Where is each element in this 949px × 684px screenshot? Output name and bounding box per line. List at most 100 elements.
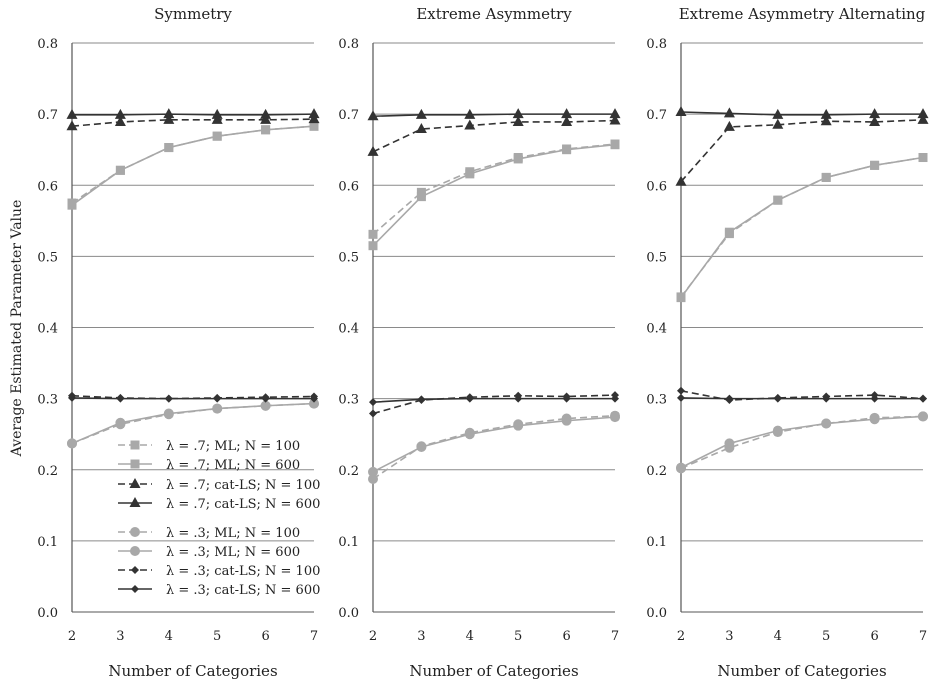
data-point	[260, 400, 271, 411]
series-4	[367, 108, 621, 121]
series-6	[368, 412, 620, 477]
data-point	[513, 153, 523, 163]
y-tick-label: 0.8	[338, 37, 359, 52]
y-tick-label: 0.6	[338, 179, 359, 194]
data-point	[725, 396, 734, 405]
data-point	[611, 391, 619, 400]
series-7	[677, 386, 927, 405]
series-7	[369, 391, 619, 418]
series-line	[372, 143, 616, 235]
series-line	[680, 397, 923, 400]
data-point	[772, 118, 784, 129]
data-point	[164, 394, 173, 403]
data-point	[368, 229, 378, 239]
data-point	[68, 391, 76, 400]
legend-label: λ = .7; ML; N = 100	[166, 439, 300, 454]
data-point	[310, 392, 318, 401]
x-tick-label: 5	[822, 629, 830, 644]
y-tick-label: 0.6	[37, 179, 58, 194]
y-tick-label: 0.1	[37, 535, 58, 550]
series-3	[675, 113, 929, 186]
data-point	[821, 418, 832, 429]
data-point	[261, 125, 271, 135]
y-tick-label: 0.4	[646, 322, 667, 337]
panel-title: Symmetry	[154, 5, 232, 23]
legend-entry-1: λ = .7; ML; N = 100	[118, 439, 300, 454]
data-point	[610, 139, 620, 149]
data-point	[464, 119, 476, 130]
y-tick-label: 0.5	[646, 250, 667, 265]
x-tick-label: 4	[165, 629, 173, 644]
series-line	[71, 125, 315, 206]
legend-label: λ = .7; ML; N = 600	[166, 458, 300, 473]
series-1	[368, 139, 620, 239]
data-point	[562, 392, 571, 401]
y-tick-label: 0.8	[646, 37, 667, 52]
data-point	[675, 105, 687, 116]
legend-entry-6: λ = .3; ML; N = 600	[118, 545, 300, 560]
data-point	[918, 411, 928, 422]
panel-title: Extreme Asymmetry Alternating	[679, 5, 926, 23]
data-point	[917, 113, 929, 124]
data-point	[561, 115, 573, 126]
legend-entry-2: λ = .7; ML; N = 600	[118, 458, 300, 473]
data-point	[116, 393, 125, 402]
legend-label: λ = .3; ML; N = 100	[166, 526, 300, 541]
data-point	[677, 393, 685, 402]
series-line	[372, 113, 615, 118]
series-line	[71, 402, 315, 445]
y-tick-label: 0.2	[338, 464, 359, 479]
data-point	[369, 398, 377, 407]
chart-panel-2: 0.0 0.1 0.2 0.3 0.4 0.5 0.6 0.7 0.8 2 3 4 5 6 7 Extreme…	[338, 5, 621, 680]
chart-panel-1: 0.0 0.1 0.2 0.3 0.4 0.5 0.6 0.7 0.8 2 3 4 5 6 7 Symmetr…	[37, 5, 320, 680]
data-point	[821, 172, 831, 182]
series-2	[676, 153, 928, 303]
y-tick-label: 0.0	[37, 606, 58, 621]
y-tick-label: 0.5	[37, 250, 58, 265]
legend-entry-5: λ = .3; ML; N = 100	[118, 526, 300, 541]
series-5	[368, 410, 620, 484]
data-point	[308, 113, 320, 124]
x-tick-label: 7	[611, 629, 619, 644]
data-point	[465, 167, 475, 177]
data-point	[820, 108, 832, 119]
data-point	[368, 473, 378, 484]
data-point	[723, 107, 735, 118]
series-line	[372, 119, 616, 153]
data-point	[260, 113, 272, 124]
series-line	[372, 414, 616, 480]
series-2	[67, 121, 319, 210]
data-point	[723, 120, 735, 131]
x-tick-label: 6	[261, 629, 269, 644]
data-point	[367, 145, 379, 156]
data-point	[416, 187, 426, 197]
data-point	[163, 409, 174, 420]
series-line	[72, 113, 315, 116]
y-tick-label: 0.1	[646, 535, 667, 550]
data-point	[369, 409, 377, 418]
data-point	[417, 396, 426, 405]
legend-marker	[130, 459, 140, 469]
data-point	[513, 419, 524, 430]
x-tick-label: 4	[466, 629, 474, 644]
legend-label: λ = .7; cat-LS; N = 100	[166, 478, 320, 493]
data-point	[676, 463, 686, 474]
data-point	[677, 386, 685, 395]
data-point	[917, 108, 929, 119]
data-point	[66, 120, 78, 131]
x-tick-label: 2	[677, 629, 685, 644]
data-point	[724, 229, 734, 239]
series-3	[66, 113, 320, 131]
legend-marker	[130, 440, 140, 450]
x-tick-label: 2	[369, 629, 377, 644]
x-tick-label: 2	[68, 629, 76, 644]
series-5	[67, 398, 319, 449]
data-point	[368, 466, 378, 477]
y-tick-label: 0.0	[646, 606, 667, 621]
legend-label: λ = .7; cat-LS; N = 600	[166, 497, 320, 512]
y-tick-label: 0.2	[37, 464, 58, 479]
y-tick-label: 0.3	[37, 393, 58, 408]
series-1	[676, 153, 928, 302]
y-tick-label: 0.7	[338, 108, 359, 123]
y-tick-label: 0.0	[338, 606, 359, 621]
